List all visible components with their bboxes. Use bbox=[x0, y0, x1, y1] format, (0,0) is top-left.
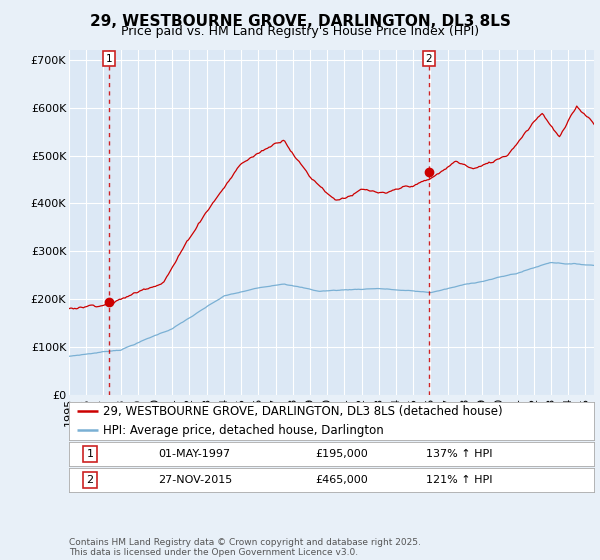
Text: £465,000: £465,000 bbox=[316, 475, 368, 485]
Text: 2: 2 bbox=[86, 475, 94, 485]
Text: 01-MAY-1997: 01-MAY-1997 bbox=[158, 449, 230, 459]
Text: 1: 1 bbox=[106, 54, 112, 64]
Text: 137% ↑ HPI: 137% ↑ HPI bbox=[426, 449, 493, 459]
Text: 2: 2 bbox=[425, 54, 432, 64]
Text: 29, WESTBOURNE GROVE, DARLINGTON, DL3 8LS (detached house): 29, WESTBOURNE GROVE, DARLINGTON, DL3 8L… bbox=[103, 405, 503, 418]
Text: HPI: Average price, detached house, Darlington: HPI: Average price, detached house, Darl… bbox=[103, 424, 384, 437]
Text: 27-NOV-2015: 27-NOV-2015 bbox=[158, 475, 233, 485]
Text: 29, WESTBOURNE GROVE, DARLINGTON, DL3 8LS: 29, WESTBOURNE GROVE, DARLINGTON, DL3 8L… bbox=[89, 14, 511, 29]
Text: Contains HM Land Registry data © Crown copyright and database right 2025.
This d: Contains HM Land Registry data © Crown c… bbox=[69, 538, 421, 557]
Text: £195,000: £195,000 bbox=[316, 449, 368, 459]
Text: 121% ↑ HPI: 121% ↑ HPI bbox=[426, 475, 493, 485]
Text: 1: 1 bbox=[86, 449, 94, 459]
Text: Price paid vs. HM Land Registry's House Price Index (HPI): Price paid vs. HM Land Registry's House … bbox=[121, 25, 479, 38]
